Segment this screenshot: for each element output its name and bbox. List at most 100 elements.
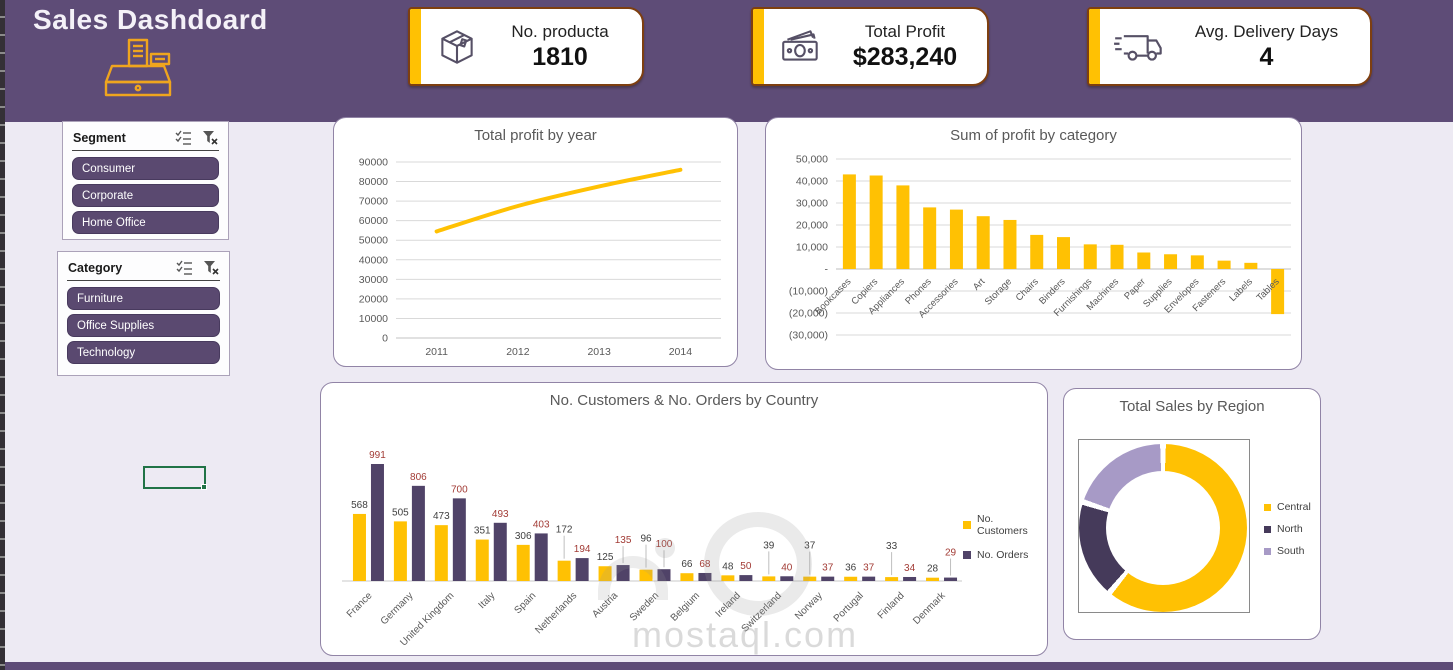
y-tick-label: (20,000) [789,308,828,320]
customers-label: 66 [681,559,693,570]
orders-bar [493,522,507,581]
slicer-title: Category [68,260,123,275]
country-label: Netherlands [533,590,579,636]
y-tick-label: 30000 [359,274,388,286]
y-tick-label: 10000 [359,313,388,325]
country-label: Denmark [911,590,948,627]
donut-chart-card: Total Sales by Region Central North Sout… [1063,388,1321,640]
donut-chart-title: Total Sales by Region [1119,398,1265,415]
y-tick-label: 10,000 [796,242,828,254]
clear-filter-icon[interactable] [202,130,218,145]
orders-bar [411,485,425,581]
orders-label: 700 [451,484,468,495]
y-tick-label: 20000 [359,293,388,305]
orders-label: 493 [492,509,509,520]
legend-item-customers: No. Customers [963,513,1047,537]
slicer-item-technology[interactable]: Technology [67,341,220,364]
multiselect-icon[interactable] [176,260,193,275]
kpi-card-delivery: Avg. Delivery Days 4 [1087,7,1372,86]
orders-bar [821,576,835,581]
y-tick-label: 70000 [359,196,388,208]
clear-filter-icon[interactable] [203,260,219,275]
fill-handle[interactable] [201,484,207,490]
bar [869,175,883,269]
legend-item-central: Central [1264,501,1311,513]
y-tick-label: 30,000 [796,198,828,210]
customers-bar [475,539,489,581]
bar [1003,219,1017,269]
country-label: Germany [379,590,416,627]
y-tick-label: 20,000 [796,220,828,232]
customers-bar [680,573,694,581]
y-tick-label: 40,000 [796,176,828,188]
truck-icon [1114,34,1162,61]
kpi-accent-stripe [410,9,421,84]
country-chart-card: No. Customers & No. Orders by Country 56… [320,382,1048,656]
legend-item-orders: No. Orders [963,549,1047,561]
y-tick-label: 0 [382,333,388,345]
multiselect-icon[interactable] [175,130,192,145]
kpi-label: Avg. Delivery Days [1194,21,1339,41]
donut-ring [1079,444,1247,612]
y-tick-label: 90000 [359,157,388,169]
country-label: Italy [477,590,498,611]
bar [923,207,937,269]
x-tick-label: 2013 [587,346,611,358]
orders-label: 806 [410,472,427,483]
orders-label: 194 [574,544,591,555]
legend-item-north: North [1264,523,1311,535]
slicer-title: Segment [73,130,126,145]
x-tick-label: 2012 [506,346,530,358]
customers-bar [926,577,940,581]
country-label: Spain [512,590,538,616]
excel-row-edge [0,0,5,670]
customers-bar [516,544,530,581]
legend-swatch [1264,503,1271,511]
segment-slicer: Segment Consumer Corporate Home Office [62,121,229,240]
bar [896,185,910,269]
legend-swatch [963,521,971,529]
category-bar-chart-card: Sum of profit by category 50,000 40,000 30… [765,117,1302,370]
customers-label: 28 [927,564,939,575]
bar [949,209,963,269]
customers-bar [434,525,448,581]
kpi-value: 1810 [532,43,588,72]
line-chart-card: Total profit by year 90000 80000 70000 6000… [333,117,738,367]
customers-label: 172 [556,525,573,536]
customers-bar [557,560,571,581]
orders-bar [575,558,589,581]
category-slicer: Category Furniture Office Supplies Techn… [57,251,230,376]
bottom-band [0,662,1453,670]
orders-bar [903,576,917,581]
orders-label: 991 [369,450,386,461]
slicer-item-consumer[interactable]: Consumer [72,157,219,180]
customers-label: 568 [351,500,368,511]
y-tick-label: (10,000) [789,286,828,298]
customers-label: 96 [640,534,652,545]
customers-bar [885,577,899,581]
y-tick-label: 60000 [359,215,388,227]
slicer-item-corporate[interactable]: Corporate [72,184,219,207]
line-chart-title: Total profit by year [474,127,597,144]
country-label: France [345,590,375,620]
selected-cell[interactable] [143,466,207,490]
orders-label: 100 [656,539,673,550]
bar [976,216,990,269]
orders-bar [862,576,876,581]
slicer-item-home-office[interactable]: Home Office [72,211,219,234]
x-tick-label: 2011 [425,346,448,358]
customers-bar [393,521,407,581]
country-chart-title: No. Customers & No. Orders by Country [549,392,819,409]
bar [1057,237,1070,269]
orders-bar [534,533,548,581]
slicer-item-office-supplies[interactable]: Office Supplies [67,314,220,337]
category-bar-canvas: 50,000 40,000 30,000 20,000 10,000 - (10,000… [789,154,1291,342]
customers-label: 306 [515,531,532,542]
orders-bar [452,498,466,581]
slicer-item-furniture[interactable]: Furniture [67,287,220,310]
legend-swatch [963,551,971,559]
line-chart-plot: 90000 80000 70000 60000 50000 40000 30000 20000… [338,150,735,367]
legend-item-south: South [1264,545,1311,557]
bar [1030,234,1044,269]
bar [842,174,856,269]
